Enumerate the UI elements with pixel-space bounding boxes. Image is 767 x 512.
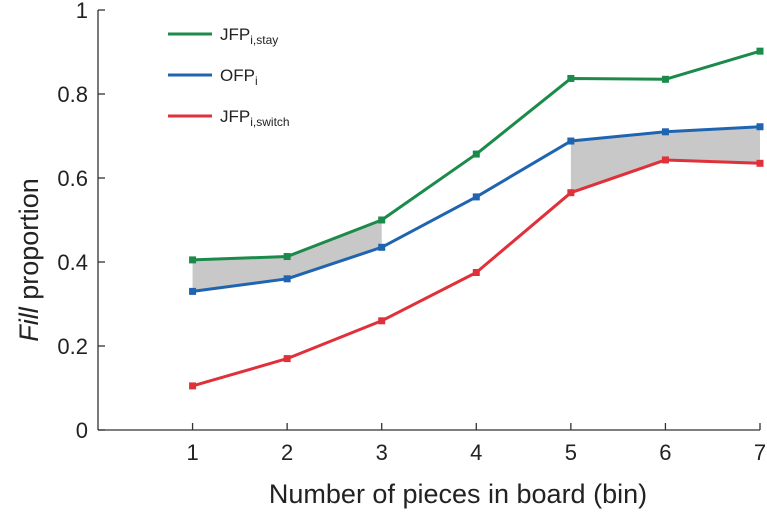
y-tick-label: 0.8 bbox=[57, 82, 88, 107]
data-point bbox=[378, 216, 386, 224]
x-tick-label: 2 bbox=[281, 440, 293, 465]
x-tick-label: 1 bbox=[186, 440, 198, 465]
y-tick-label: 0 bbox=[76, 418, 88, 443]
x-tick-label: 5 bbox=[565, 440, 577, 465]
y-tick-label: 1 bbox=[76, 0, 88, 23]
data-point bbox=[567, 189, 575, 197]
data-point bbox=[661, 75, 669, 83]
y-axis-label-italic: Fill bbox=[14, 306, 44, 341]
data-point bbox=[189, 287, 197, 295]
series-1 bbox=[189, 123, 764, 295]
series-0 bbox=[189, 47, 764, 264]
data-point bbox=[189, 256, 197, 264]
ticks: 0 0.2 0.4 0.6 0.8 1 1 2 3 4 5 6 7 bbox=[57, 0, 766, 465]
data-point bbox=[189, 382, 197, 390]
series bbox=[189, 47, 764, 390]
data-point bbox=[378, 243, 386, 251]
x-tick-label: 3 bbox=[376, 440, 388, 465]
y-axis-label: Fill proportion bbox=[14, 178, 44, 342]
data-point bbox=[378, 317, 386, 325]
shaded-region bbox=[192, 220, 382, 292]
axes bbox=[97, 10, 760, 431]
legend-label: JFPi,switch bbox=[220, 107, 290, 129]
y-axis-label-rest: proportion bbox=[14, 178, 44, 307]
series-2 bbox=[189, 156, 764, 390]
data-point bbox=[756, 159, 764, 167]
data-point bbox=[472, 269, 480, 276]
x-axis-label: Number of pieces in board (bin) bbox=[269, 479, 647, 509]
data-point bbox=[283, 275, 291, 283]
y-tick-label: 0.2 bbox=[57, 334, 88, 359]
legend-entry-1: OFPi bbox=[168, 66, 258, 88]
legend: JFPi,stay OFPi JFPi,switch bbox=[168, 25, 290, 129]
x-tick-label: 4 bbox=[470, 440, 482, 465]
x-tick-label: 7 bbox=[754, 440, 766, 465]
data-point bbox=[567, 137, 575, 145]
data-point bbox=[567, 74, 575, 82]
x-tick-label: 6 bbox=[659, 440, 671, 465]
legend-entry-0: JFPi,stay bbox=[168, 25, 278, 47]
data-point bbox=[661, 156, 669, 164]
data-point bbox=[283, 253, 291, 261]
legend-label: OFPi bbox=[220, 66, 258, 88]
data-point bbox=[756, 123, 764, 131]
legend-entry-2: JFPi,switch bbox=[168, 107, 290, 129]
data-point bbox=[472, 193, 480, 201]
data-point bbox=[756, 47, 764, 55]
y-tick-label: 0.4 bbox=[57, 250, 88, 275]
data-point bbox=[661, 128, 669, 136]
data-point bbox=[472, 150, 480, 158]
legend-label: JFPi,stay bbox=[220, 25, 278, 47]
data-point bbox=[283, 355, 291, 363]
y-tick-label: 0.6 bbox=[57, 166, 88, 191]
